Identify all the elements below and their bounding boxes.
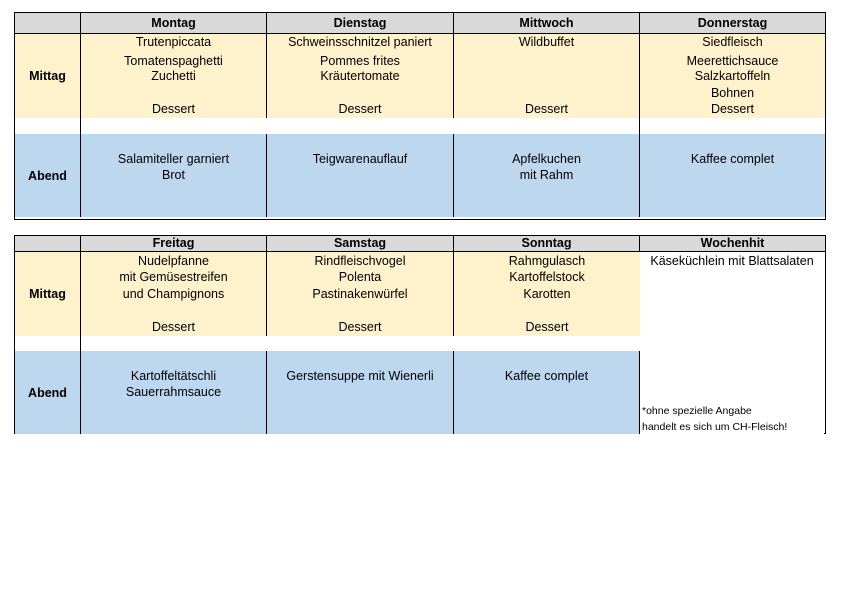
abend-label: Abend <box>15 351 81 434</box>
menu-line: Kaffee complet <box>690 152 775 166</box>
menu-line: mit Gemüsestreifen <box>119 270 228 284</box>
spacer-cell <box>81 118 267 134</box>
wochenhit-text: Käseküchlein mit Blattsalaten <box>650 254 814 268</box>
spacer-cell <box>81 336 267 351</box>
mittag-row: Mittag Nudelpfanne mit Gemüsestreifen un… <box>15 252 640 336</box>
mittag-cell-mittwoch: Wildbuffet Dessert <box>454 34 640 118</box>
menu-line: Salamiteller garniert <box>117 152 230 166</box>
abend-cell-freitag: Kartoffeltätschli Sauerrahmsauce <box>81 351 267 434</box>
spacer-row <box>15 118 825 134</box>
day-header-mittwoch: Mittwoch <box>454 13 640 33</box>
menu-table-week-part-2: Freitag Samstag Sonntag Wochenhit Mittag… <box>14 235 826 434</box>
menu-line: Nudelpfanne <box>138 254 209 268</box>
spacer-cell <box>454 118 640 134</box>
menu-line: Meerettichsauce <box>686 54 779 68</box>
day-header-freitag: Freitag <box>81 236 267 251</box>
mittag-cell-sonntag: Rahmgulasch Kartoffelstock Karotten Dess… <box>454 252 640 336</box>
footnote-line-2: handelt es sich um CH-Fleisch! <box>642 421 788 433</box>
body: Mittag Nudelpfanne mit Gemüsestreifen un… <box>15 252 825 434</box>
menu-line: Siedfleisch <box>702 35 763 49</box>
abend-row: Abend Kartoffeltätschli Sauerrahmsauce G… <box>15 351 640 434</box>
menu-line: Rahmgulasch <box>508 254 586 268</box>
menu-line: Bohnen <box>710 86 755 100</box>
menu-line: Polenta <box>338 270 382 284</box>
menu-line: Sauerrahmsauce <box>125 385 222 399</box>
menu-line: Trutenpiccata <box>135 35 212 49</box>
header-row: Freitag Samstag Sonntag Wochenhit <box>15 236 825 252</box>
menu-line: Rindfleischvogel <box>314 254 406 268</box>
menu-line: mit Rahm <box>519 168 574 182</box>
menu-line: Kartoffeltätschli <box>130 369 217 383</box>
spacer-row <box>15 336 640 351</box>
abend-label: Abend <box>15 134 81 217</box>
spacer-cell <box>640 118 825 134</box>
menu-line: und Champignons <box>122 287 225 301</box>
menu-line: Kaffee complet <box>504 369 589 383</box>
menu-table-week-part-1: Montag Dienstag Mittwoch Donnerstag Mitt… <box>14 12 826 220</box>
menu-line: Pastinakenwürfel <box>312 287 408 301</box>
menu-line: Brot <box>162 168 185 182</box>
mittag-label: Mittag <box>15 252 81 336</box>
day-header-sonntag: Sonntag <box>454 236 640 251</box>
header-empty-cell <box>15 236 81 251</box>
menu-line: Apfelkuchen <box>512 152 581 166</box>
dessert-line: Dessert <box>524 102 569 116</box>
dessert-line: Dessert <box>525 320 569 334</box>
menu-line: Kartoffelstock <box>509 270 585 284</box>
spacer-cell <box>267 336 454 351</box>
mittag-cell-donnerstag: Siedfleisch Meerettichsauce Salzkartoffe… <box>640 34 825 118</box>
menu-line: Gerstensuppe mit Wienerli <box>286 369 434 383</box>
dessert-line: Dessert <box>151 320 196 334</box>
menu-line: Tomatenspaghetti <box>124 54 223 68</box>
day-header-montag: Montag <box>81 13 267 33</box>
abend-cell-montag: Salamiteller garniert Brot <box>81 134 267 217</box>
abend-cell-sonntag: Kaffee complet <box>454 351 640 434</box>
dessert-line: Dessert <box>710 102 755 116</box>
header-wochenhit: Wochenhit <box>700 236 765 250</box>
menu-line: Wildbuffet <box>518 35 575 49</box>
dessert-line: Dessert <box>338 320 382 334</box>
abend-cell-donnerstag: Kaffee complet <box>640 134 825 217</box>
header-row: Montag Dienstag Mittwoch Donnerstag <box>15 13 825 34</box>
spacer-cell <box>267 118 454 134</box>
mittag-label: Mittag <box>15 34 81 118</box>
menu-line: Kräutertomate <box>320 69 400 83</box>
wochenhit-cell: Käseküchlein mit Blattsalaten *ohne spez… <box>640 252 824 434</box>
day-header-donnerstag: Donnerstag <box>697 16 768 30</box>
abend-cell-dienstag: Teigwarenauflauf <box>267 134 454 217</box>
day-columns: Mittag Nudelpfanne mit Gemüsestreifen un… <box>15 252 640 434</box>
dessert-line: Dessert <box>338 102 382 116</box>
mittag-cell-dienstag: Schweinsschnitzel paniert Pommes frites … <box>267 34 454 118</box>
mittag-cell-freitag: Nudelpfanne mit Gemüsestreifen und Champ… <box>81 252 267 336</box>
footnote-line-1: *ohne spezielle Angabe <box>642 405 752 417</box>
menu-line: Zuchetti <box>151 69 196 83</box>
mittag-cell-montag: Trutenpiccata Tomatenspaghetti Zuchetti … <box>81 34 267 118</box>
abend-cell-mittwoch: Apfelkuchen mit Rahm <box>454 134 640 217</box>
day-header-dienstag: Dienstag <box>267 13 454 33</box>
menu-line: Teigwarenauflauf <box>312 152 408 166</box>
day-header-samstag: Samstag <box>267 236 454 251</box>
mittag-row: Mittag Trutenpiccata Tomatenspaghetti Zu… <box>15 34 825 118</box>
abend-cell-samstag: Gerstensuppe mit Wienerli <box>267 351 454 434</box>
abend-row: Abend Salamiteller garniert Brot Teigwar… <box>15 134 825 217</box>
menu-line: Pommes frites <box>320 54 400 68</box>
menu-line: Karotten <box>523 287 571 301</box>
spacer-cell <box>454 336 640 351</box>
header-empty-cell <box>15 13 81 33</box>
menu-line: Schweinsschnitzel paniert <box>288 35 432 49</box>
spacer-cell <box>15 118 81 134</box>
menu-line: Salzkartoffeln <box>694 69 771 83</box>
spacer-cell <box>15 336 81 351</box>
mittag-cell-samstag: Rindfleischvogel Polenta Pastinakenwürfe… <box>267 252 454 336</box>
dessert-line: Dessert <box>151 102 196 116</box>
